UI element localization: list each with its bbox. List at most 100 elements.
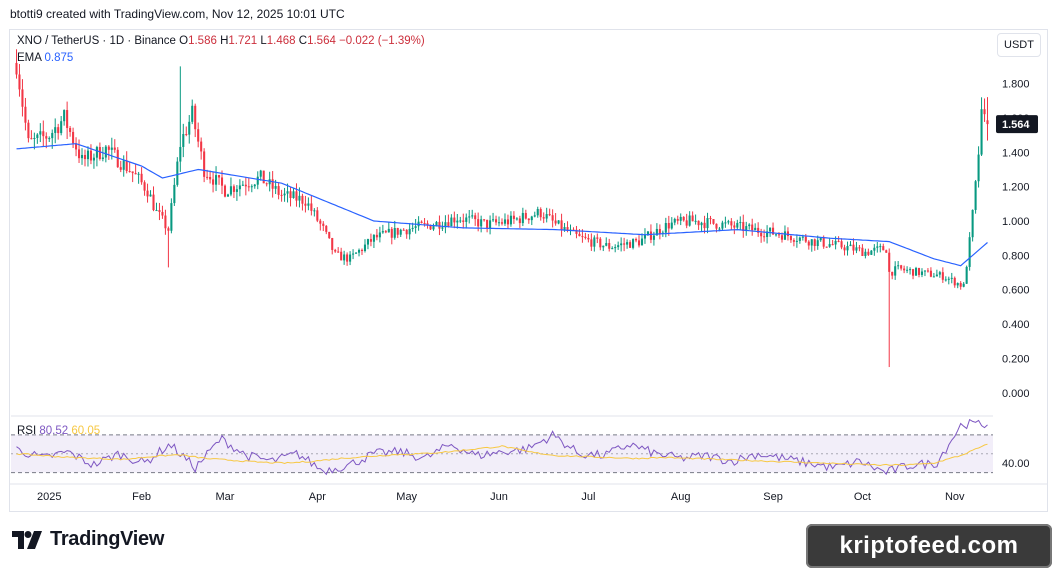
candle-body	[733, 225, 736, 228]
candle-body	[590, 239, 593, 247]
candle-body	[530, 216, 533, 221]
candle-body	[331, 238, 334, 250]
candle-body	[447, 222, 450, 227]
candle-body	[524, 212, 527, 219]
x-axis-tick-label: Nov	[945, 491, 965, 503]
candle-body	[477, 219, 480, 227]
candle-body	[170, 203, 173, 231]
last-price-label: 1.564	[1002, 119, 1030, 131]
candle-body	[253, 184, 256, 187]
candle-body	[914, 267, 918, 276]
candle-body	[581, 236, 584, 238]
candle-body	[742, 222, 745, 232]
candle-body	[75, 143, 78, 150]
ema-value: 0.875	[44, 52, 74, 64]
candle-body	[664, 223, 667, 233]
candle-body	[560, 220, 563, 231]
candle-body	[834, 240, 837, 245]
candle-body	[390, 228, 393, 238]
candle-body	[411, 227, 414, 229]
candle-body	[956, 283, 959, 286]
candle-body	[247, 186, 250, 188]
x-axis-tick-label: May	[396, 491, 417, 503]
candle-body	[602, 245, 605, 248]
candle-body	[140, 173, 143, 183]
candle-body	[643, 234, 647, 239]
candle-body	[655, 228, 658, 236]
candle-body	[45, 136, 48, 139]
candle-body	[265, 183, 268, 185]
candle-body	[21, 89, 24, 107]
candle-body	[506, 219, 509, 225]
ema-legend: EMA 0.875	[17, 52, 73, 64]
candle-body	[825, 246, 828, 248]
ema-label[interactable]: EMA	[17, 52, 42, 64]
candle-body	[119, 167, 122, 170]
rsi-label[interactable]: RSI	[17, 425, 37, 437]
kriptofeed-watermark: kriptofeed.com	[806, 524, 1052, 568]
candle-body	[718, 228, 721, 230]
candle-body	[155, 210, 158, 212]
candle-body	[843, 247, 846, 251]
low-label: L	[260, 35, 267, 47]
candle-body	[521, 212, 524, 224]
candle-body	[623, 243, 626, 245]
candle-body	[235, 189, 238, 192]
y-axis-tick-label: 0.000	[1002, 388, 1030, 400]
candle-body	[462, 220, 465, 222]
candle-body	[220, 177, 224, 186]
candle-body	[804, 236, 807, 242]
candle-body	[426, 223, 429, 225]
candle-body	[423, 222, 426, 224]
candle-body	[349, 254, 352, 262]
candle-body	[152, 194, 155, 211]
candle-body	[176, 161, 179, 185]
y-axis-tick-label: 0.400	[1002, 319, 1030, 331]
symbol-label[interactable]: XNO / TetherUS · 1D · Binance	[17, 35, 176, 47]
open-value: 1.586	[188, 35, 217, 47]
candle-body	[310, 203, 313, 211]
candle-body	[807, 241, 810, 246]
candle-body	[634, 239, 638, 241]
candle-body	[906, 269, 909, 271]
candle-body	[325, 225, 328, 232]
candle-body	[900, 265, 903, 269]
candle-body	[483, 219, 486, 221]
candle-body	[319, 220, 322, 224]
tradingview-logo[interactable]: TradingView	[12, 528, 164, 551]
candle-body	[837, 240, 840, 242]
high-value: 1.721	[228, 35, 258, 47]
candle-body	[316, 210, 319, 221]
candle-body	[831, 244, 834, 246]
candle-body	[640, 238, 644, 246]
candle-body	[909, 269, 912, 271]
candle-body	[39, 131, 42, 135]
candle-body	[238, 185, 241, 190]
candle-body	[256, 176, 259, 185]
candle-body	[620, 243, 623, 246]
candle-body	[307, 203, 310, 206]
candle-body	[605, 243, 608, 246]
candle-body	[503, 219, 507, 224]
candle-body	[277, 186, 280, 195]
candle-body	[453, 217, 456, 223]
candle-body	[387, 228, 390, 233]
candle-body	[334, 249, 337, 252]
candle-body	[27, 122, 30, 139]
candle-body	[134, 173, 137, 175]
candle-body	[229, 186, 232, 195]
candle-body	[944, 279, 947, 281]
candle-body	[923, 270, 927, 272]
candle-body	[280, 194, 283, 196]
currency-unit-button[interactable]: USDT	[997, 33, 1041, 57]
candle-body	[414, 226, 417, 228]
candle-body	[197, 129, 200, 142]
candle-body	[700, 222, 703, 226]
candle-body	[304, 203, 307, 206]
candle-body	[274, 186, 277, 189]
candle-body	[480, 219, 483, 227]
candle-body	[194, 105, 197, 130]
candle-body	[337, 251, 340, 253]
candle-body	[748, 224, 751, 227]
candle-body	[432, 226, 435, 230]
